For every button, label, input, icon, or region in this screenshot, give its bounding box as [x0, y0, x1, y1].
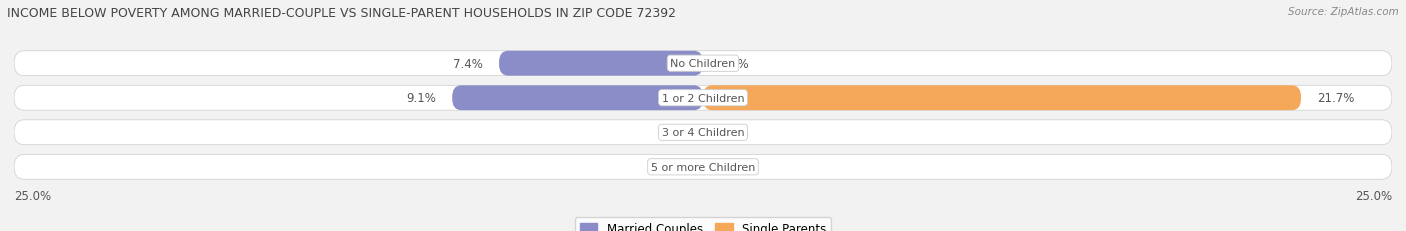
Text: 0.0%: 0.0% [657, 161, 686, 173]
FancyBboxPatch shape [14, 86, 1392, 111]
FancyBboxPatch shape [499, 52, 703, 76]
FancyBboxPatch shape [703, 86, 1301, 111]
Text: No Children: No Children [671, 59, 735, 69]
FancyBboxPatch shape [14, 120, 1392, 145]
Text: 5 or more Children: 5 or more Children [651, 162, 755, 172]
Text: Source: ZipAtlas.com: Source: ZipAtlas.com [1288, 7, 1399, 17]
FancyBboxPatch shape [14, 155, 1392, 179]
Text: INCOME BELOW POVERTY AMONG MARRIED-COUPLE VS SINGLE-PARENT HOUSEHOLDS IN ZIP COD: INCOME BELOW POVERTY AMONG MARRIED-COUPL… [7, 7, 676, 20]
Text: 3 or 4 Children: 3 or 4 Children [662, 128, 744, 138]
FancyBboxPatch shape [453, 86, 703, 111]
Text: 0.0%: 0.0% [720, 126, 749, 139]
FancyBboxPatch shape [14, 52, 1392, 76]
Text: 25.0%: 25.0% [1355, 189, 1392, 202]
Text: 0.0%: 0.0% [657, 126, 686, 139]
Text: 9.1%: 9.1% [406, 92, 436, 105]
Text: 0.0%: 0.0% [720, 58, 749, 70]
Text: 21.7%: 21.7% [1317, 92, 1355, 105]
Text: 7.4%: 7.4% [453, 58, 482, 70]
Text: 1 or 2 Children: 1 or 2 Children [662, 93, 744, 103]
Legend: Married Couples, Single Parents: Married Couples, Single Parents [575, 217, 831, 231]
Text: 25.0%: 25.0% [14, 189, 51, 202]
Text: 0.0%: 0.0% [720, 161, 749, 173]
